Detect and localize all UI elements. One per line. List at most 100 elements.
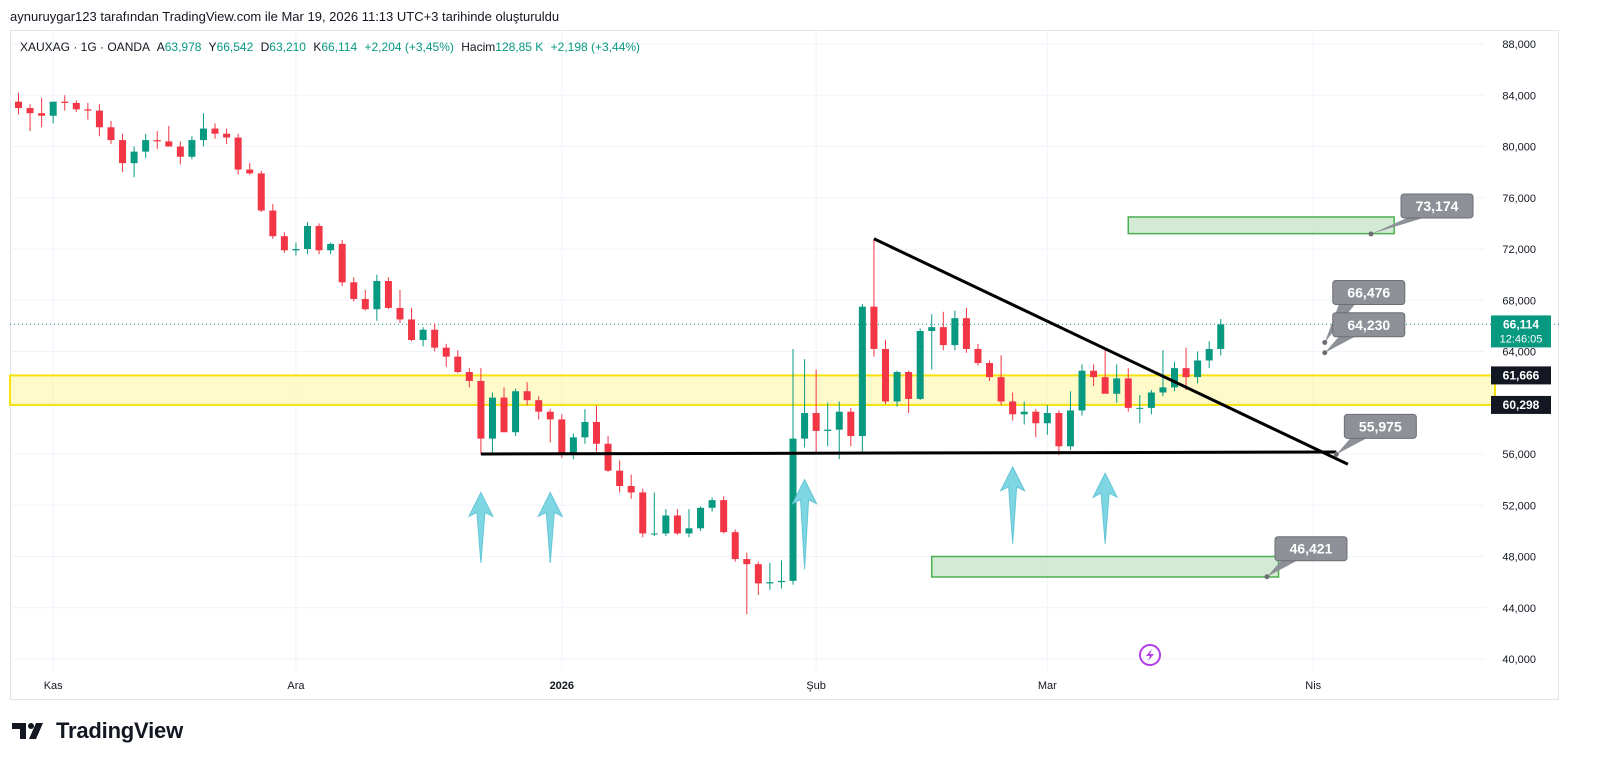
candle[interactable] [777, 560, 785, 589]
candle[interactable] [962, 307, 970, 353]
candle[interactable] [1171, 361, 1178, 392]
candle[interactable] [119, 133, 127, 173]
candle[interactable] [234, 133, 242, 175]
tradingview-logo[interactable]: TradingView [12, 718, 183, 744]
candle[interactable] [847, 407, 855, 447]
symbol-name[interactable]: XAUXAG · 1G · OANDA [20, 40, 151, 54]
candle[interactable] [246, 163, 254, 175]
candle[interactable] [824, 402, 832, 447]
candle[interactable] [754, 561, 762, 595]
candle[interactable] [882, 339, 889, 405]
candle[interactable] [15, 92, 22, 115]
candle[interactable] [431, 323, 439, 352]
candle[interactable] [488, 392, 496, 455]
candle[interactable] [1205, 341, 1213, 369]
candle[interactable] [581, 409, 589, 444]
candle[interactable] [986, 360, 994, 381]
support-line[interactable] [480, 450, 1337, 456]
candle[interactable] [1194, 351, 1202, 384]
zone-bottom-tag[interactable]: 60,298 [1491, 395, 1551, 414]
zone-top-tag[interactable]: 61,666 [1491, 366, 1551, 385]
candle[interactable] [1182, 347, 1190, 390]
candle[interactable] [1090, 364, 1098, 387]
price-callout[interactable]: 64,230 [1322, 312, 1406, 356]
candle[interactable] [905, 370, 913, 413]
candle[interactable] [535, 396, 543, 420]
candle[interactable] [1124, 368, 1132, 412]
candle[interactable] [1055, 410, 1063, 456]
candle[interactable] [280, 232, 288, 253]
candle[interactable] [257, 170, 265, 212]
candle[interactable] [1113, 364, 1121, 403]
candle[interactable] [188, 136, 196, 160]
target-box[interactable] [930, 555, 1280, 578]
candle[interactable] [142, 133, 150, 159]
candle[interactable] [1009, 392, 1017, 421]
candle[interactable] [858, 304, 866, 452]
up-arrow-icon[interactable] [467, 491, 495, 563]
candle[interactable] [1043, 405, 1051, 435]
candle[interactable] [442, 343, 450, 367]
candle[interactable] [546, 409, 554, 443]
candle[interactable] [685, 509, 693, 538]
candle[interactable] [650, 492, 658, 536]
up-arrow-icon[interactable] [791, 478, 818, 570]
price-callout[interactable]: 46,421 [1264, 536, 1348, 580]
candle[interactable] [997, 355, 1005, 406]
candle[interactable] [61, 95, 69, 111]
flash-icon[interactable] [1139, 644, 1161, 666]
candle[interactable] [766, 562, 774, 590]
candle[interactable] [893, 370, 901, 407]
candle[interactable] [1147, 389, 1155, 415]
candle[interactable] [616, 460, 624, 493]
candle[interactable] [523, 382, 531, 406]
candle[interactable] [731, 529, 739, 562]
last-price-tag[interactable]: 66,114 12:46:05 [1491, 315, 1551, 348]
up-arrow-icon[interactable] [999, 465, 1026, 544]
price-callout[interactable]: 55,975 [1333, 413, 1417, 457]
candle[interactable] [1159, 350, 1167, 397]
candle[interactable] [697, 506, 705, 531]
candle[interactable] [72, 100, 80, 112]
candle[interactable] [153, 131, 161, 150]
support-resistance-zone[interactable] [9, 374, 1496, 406]
price-callout[interactable]: 73,174 [1368, 193, 1474, 237]
candle[interactable] [304, 222, 311, 255]
candle[interactable] [223, 128, 231, 144]
candle[interactable] [593, 405, 600, 452]
descending-trendline[interactable] [873, 237, 1349, 466]
candle[interactable] [673, 509, 681, 535]
candle[interactable] [801, 359, 809, 448]
candle[interactable] [939, 311, 947, 351]
candle[interactable] [512, 388, 520, 437]
candle[interactable] [662, 509, 670, 536]
candle[interactable] [384, 277, 392, 310]
candle[interactable] [1020, 401, 1028, 425]
candle[interactable] [49, 101, 57, 124]
candle[interactable] [165, 126, 173, 147]
candle[interactable] [870, 238, 878, 357]
target-box[interactable] [1127, 216, 1395, 235]
candle[interactable] [1136, 395, 1144, 424]
candle[interactable] [315, 223, 323, 255]
candle[interactable] [1078, 364, 1086, 416]
candle[interactable] [408, 307, 416, 342]
candle[interactable] [1032, 409, 1040, 438]
candle[interactable] [639, 488, 647, 538]
candle[interactable] [107, 120, 115, 144]
candle[interactable] [338, 240, 346, 287]
candle[interactable] [477, 368, 485, 454]
candle[interactable] [95, 104, 103, 137]
candle[interactable] [720, 496, 728, 534]
candle[interactable] [130, 146, 138, 178]
up-arrow-icon[interactable] [537, 491, 564, 563]
candle[interactable] [465, 368, 473, 388]
candle[interactable] [974, 343, 982, 366]
candle[interactable] [1217, 318, 1225, 356]
candle[interactable] [350, 277, 358, 302]
candle[interactable] [558, 414, 566, 458]
candle[interactable] [743, 552, 751, 615]
candle[interactable] [951, 310, 959, 351]
up-arrow-icon[interactable] [1092, 472, 1119, 544]
